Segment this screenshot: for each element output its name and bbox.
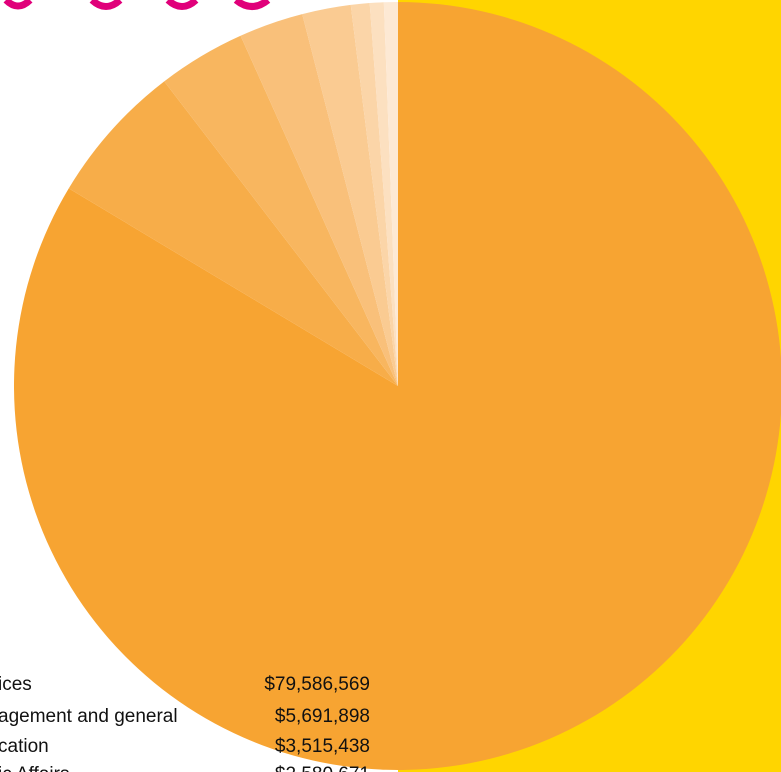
legend-label: ices [0, 674, 32, 695]
legend-label: cation [0, 736, 49, 757]
legend-value: $2,580,671 [252, 764, 370, 772]
legend-label: agement and general [0, 706, 178, 727]
title-glyph-1 [3, 0, 33, 10]
pie-slice-2 [68, 81, 398, 387]
legend-value: $3,515,438 [274, 736, 370, 757]
pie-slices-group [14, 2, 781, 770]
pie-slice-4 [240, 14, 398, 386]
title-glyph-4 [233, 0, 271, 10]
pie-slice-1 [14, 2, 781, 770]
pie-slice-7 [369, 2, 398, 387]
pie-slice-5 [302, 4, 398, 387]
legend-value: $5,691,898 [274, 706, 370, 727]
pie-slice-3 [164, 35, 398, 386]
title-glyph-3 [165, 0, 199, 10]
pie-slice-8 [383, 2, 398, 386]
title-glyph-2 [89, 0, 123, 10]
legend-label: ic Affairs [0, 764, 69, 772]
pie-slice-6 [350, 3, 398, 386]
legend-value: $79,586,569 [264, 674, 370, 695]
title-fragment [3, 0, 271, 10]
